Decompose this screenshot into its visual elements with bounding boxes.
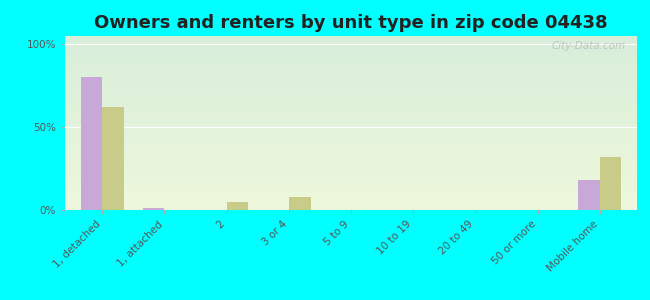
- Bar: [289, 197, 311, 210]
- Bar: [81, 77, 102, 210]
- Text: City-Data.com: City-Data.com: [551, 41, 625, 51]
- Bar: [143, 208, 164, 210]
- Bar: [578, 180, 600, 210]
- Title: Owners and renters by unit type in zip code 04438: Owners and renters by unit type in zip c…: [94, 14, 608, 32]
- Bar: [227, 202, 248, 210]
- Bar: [102, 107, 124, 210]
- Bar: [600, 157, 621, 210]
